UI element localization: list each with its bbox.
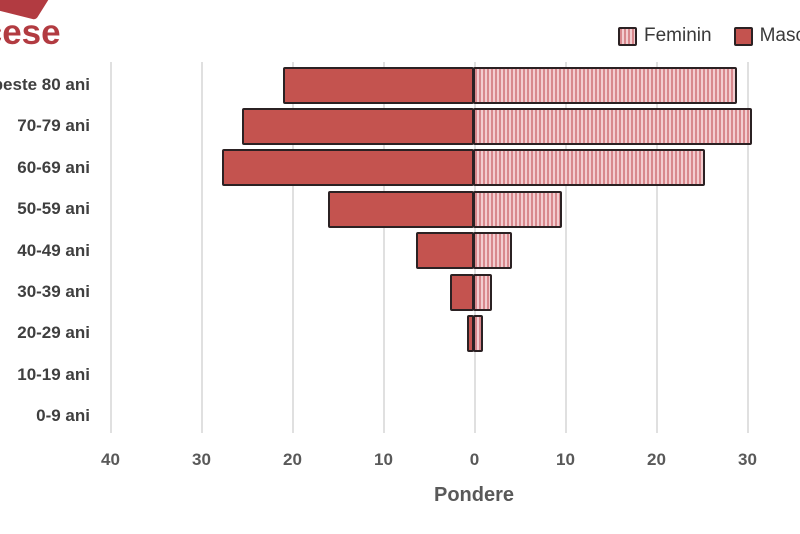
x-tick-label: 20	[647, 450, 666, 469]
feminin-swatch-icon	[618, 26, 637, 46]
bar-masculin	[416, 232, 475, 270]
gridline	[746, 62, 749, 433]
masculin-swatch-icon	[733, 26, 753, 46]
gridline	[382, 62, 385, 433]
bar-masculin	[449, 273, 475, 311]
x-tick-label: 20	[283, 450, 302, 469]
category-label: 30-39 ani	[17, 282, 90, 301]
x-tick-label: 30	[738, 450, 757, 469]
bar-masculin	[242, 107, 475, 145]
category-label: 40-49 ani	[17, 240, 90, 260]
gridline	[200, 62, 203, 433]
category-label: 50-59 ani	[17, 199, 90, 219]
gridline	[564, 62, 567, 433]
category-label: 60-69 ani	[17, 157, 90, 177]
category-label: 10-19 ani	[17, 364, 90, 384]
x-tick-label: 10	[374, 450, 393, 469]
bar-feminin	[472, 273, 492, 311]
x-axis-title: Pondere	[433, 484, 515, 506]
gridline	[291, 62, 294, 433]
category-label: 0-9 ani	[36, 406, 90, 426]
bar-feminin	[472, 314, 483, 352]
bar-feminin	[472, 149, 705, 187]
x-tick-label: 40	[101, 450, 120, 469]
bar-masculin	[283, 66, 475, 104]
x-tick-label: 10	[556, 450, 575, 469]
legend: Feminin Masculin	[618, 25, 800, 47]
legend-label-masculin: Masculin	[759, 25, 800, 46]
gridline	[655, 62, 658, 433]
x-tick-label: 30	[192, 450, 211, 469]
legend-label-feminin: Feminin	[644, 25, 712, 46]
category-label: peste 80 ani	[0, 75, 90, 94]
bar-feminin	[472, 66, 737, 104]
bar-masculin	[222, 149, 475, 187]
category-label: 70-79 ani	[17, 116, 90, 136]
legend-item-masculin: Masculin	[733, 25, 800, 47]
bar-feminin	[472, 107, 753, 145]
bar-feminin	[472, 190, 562, 228]
x-tick-label: 0	[469, 450, 480, 469]
category-label: 20-29 ani	[17, 323, 90, 343]
bar-masculin	[327, 190, 475, 228]
gridline	[109, 62, 112, 433]
bar-feminin	[472, 232, 512, 270]
legend-item-feminin: Feminin	[618, 25, 712, 47]
page-title: Decese	[0, 13, 61, 52]
